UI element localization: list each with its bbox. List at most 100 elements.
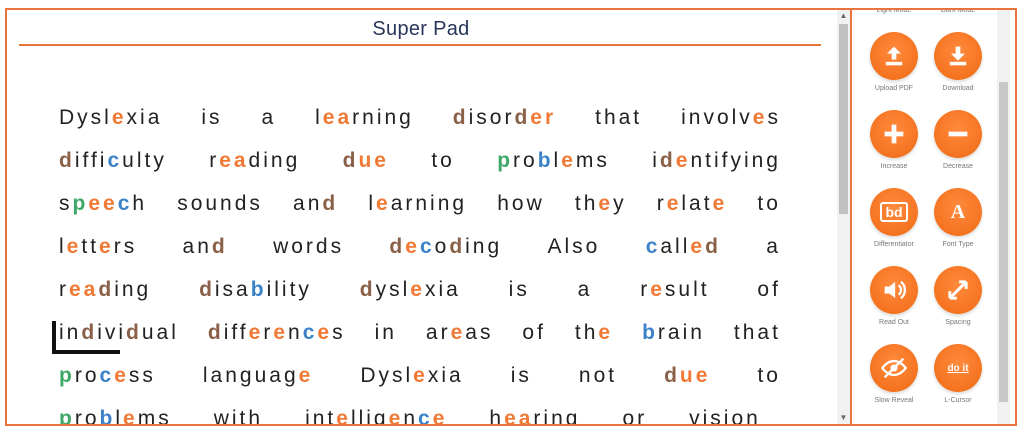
letter-segment: Dysl bbox=[59, 105, 112, 129]
text-word: intelligence bbox=[305, 407, 447, 425]
font-type-button[interactable]: A bbox=[934, 188, 982, 236]
letter-segment: ing bbox=[465, 234, 503, 258]
letter-segment: e bbox=[675, 148, 691, 172]
text-line: difficulty reading due to problems identifyin… bbox=[59, 139, 781, 182]
text-word: due bbox=[664, 364, 710, 388]
letter-segment: how bbox=[497, 191, 545, 215]
letter-segment: th bbox=[574, 320, 599, 344]
letter-segment: c bbox=[117, 191, 133, 215]
light-mode-label: Light Mode bbox=[876, 10, 912, 14]
letter-segment: ysl bbox=[375, 277, 411, 301]
letter-segment: xia bbox=[126, 105, 163, 129]
letter-segment: s bbox=[59, 191, 73, 215]
letter-segment: c bbox=[107, 148, 123, 172]
text-word: words bbox=[273, 235, 344, 259]
letter-segment: ee bbox=[88, 191, 118, 215]
tools-scrollbar[interactable] bbox=[997, 10, 1010, 424]
letter-segment: ro bbox=[74, 363, 100, 387]
text-word: due bbox=[343, 149, 389, 173]
letter-segment: is bbox=[508, 277, 530, 301]
upload-pdf-button[interactable] bbox=[870, 32, 918, 80]
text-word: not bbox=[579, 364, 617, 388]
slow-reveal-button[interactable] bbox=[870, 344, 918, 392]
letter-segment: in bbox=[374, 320, 397, 344]
page-title: Super Pad bbox=[372, 18, 470, 40]
letter-segment: e bbox=[298, 363, 314, 387]
differentiator-button[interactable]: bd bbox=[870, 188, 918, 236]
reading-text-area[interactable]: Dyslexia is a learning disorder that involves d… bbox=[59, 96, 781, 425]
letter-segment: ro bbox=[513, 148, 538, 172]
text-word: process bbox=[59, 364, 156, 388]
letter-segment: p bbox=[497, 148, 514, 172]
increase-button[interactable] bbox=[870, 110, 918, 158]
read-out-button[interactable] bbox=[870, 266, 918, 314]
letter-segment: of bbox=[757, 277, 781, 301]
letter-segment: with bbox=[213, 406, 264, 425]
text-word: relate bbox=[657, 192, 728, 216]
letter-segment: ue bbox=[358, 148, 389, 172]
text-word: individual bbox=[59, 321, 179, 345]
letter-segment: l bbox=[315, 105, 323, 129]
letter-segment: ar bbox=[425, 320, 451, 344]
text-word: difficulty bbox=[59, 149, 167, 173]
decrease-button[interactable] bbox=[934, 110, 982, 158]
letter-segment: p bbox=[72, 191, 89, 215]
text-word: of bbox=[522, 321, 546, 345]
text-word: speech bbox=[59, 192, 147, 216]
letter-segment: a bbox=[577, 277, 593, 301]
letter-segment: th bbox=[574, 191, 599, 215]
letter-segment: e bbox=[690, 234, 706, 258]
editor-scroll-thumb[interactable] bbox=[839, 24, 848, 214]
spacing-label: Spacing bbox=[945, 319, 971, 326]
letter-segment: p bbox=[59, 363, 75, 387]
text-line: reading disability dyslexia is a result of bbox=[59, 268, 781, 311]
letter-segment: xia bbox=[427, 363, 464, 387]
letter-segment: c bbox=[645, 234, 661, 258]
spacing-button[interactable] bbox=[934, 266, 982, 314]
letter-segment: l bbox=[553, 148, 562, 172]
letter-segment: h bbox=[489, 406, 505, 425]
text-word: to bbox=[757, 364, 781, 388]
letter-segment: e bbox=[317, 320, 333, 344]
letter-segment: n bbox=[288, 320, 303, 344]
letter-segment: e bbox=[114, 363, 129, 387]
letter-segment: d bbox=[199, 277, 215, 301]
text-word: and bbox=[183, 235, 228, 259]
letter-segment: e bbox=[388, 406, 404, 425]
letter-segment: ss bbox=[128, 363, 156, 387]
text-word: decoding bbox=[389, 235, 502, 259]
letter-segment: h bbox=[132, 191, 148, 215]
letter-segment: r bbox=[59, 277, 69, 301]
letter-segment: involv bbox=[681, 105, 753, 129]
scroll-down-arrow-icon[interactable]: ▼ bbox=[839, 413, 848, 422]
l-cursor-horizontal bbox=[52, 350, 120, 354]
dark-mode-label: Dark Mode bbox=[940, 10, 976, 14]
speaker-icon bbox=[880, 276, 908, 304]
slow-reveal-label: Slow Reveal bbox=[874, 397, 914, 404]
letter-segment: not bbox=[578, 363, 618, 387]
letter-segment: i bbox=[652, 148, 660, 172]
letter-segment: arning bbox=[390, 191, 468, 215]
letter-segment: a bbox=[766, 234, 781, 258]
text-word: a bbox=[766, 235, 781, 259]
letter-segment: e bbox=[712, 191, 728, 215]
text-word: the bbox=[575, 321, 613, 345]
tools-scroll-thumb[interactable] bbox=[999, 82, 1008, 402]
expand-icon bbox=[944, 276, 972, 304]
letter-segment: that bbox=[595, 105, 643, 129]
letter-segment: e bbox=[666, 191, 682, 215]
letter-segment: in bbox=[59, 320, 82, 344]
letter-segment: e bbox=[650, 277, 665, 301]
l-cursor-button[interactable]: do it bbox=[934, 344, 982, 392]
editor-scrollbar[interactable]: ▲ ▼ bbox=[837, 10, 850, 424]
letter-segment: y bbox=[613, 191, 627, 215]
text-word: result bbox=[640, 278, 709, 302]
text-word: problems bbox=[497, 149, 610, 173]
scroll-up-arrow-icon[interactable]: ▲ bbox=[839, 11, 848, 20]
text-word: is bbox=[201, 106, 222, 130]
letter-segment: e bbox=[561, 148, 576, 172]
l-cursor-label: L-Cursor bbox=[944, 397, 972, 404]
letter-segment: ulty bbox=[122, 148, 167, 172]
letter-segment: tt bbox=[81, 234, 100, 258]
download-button[interactable] bbox=[934, 32, 982, 80]
